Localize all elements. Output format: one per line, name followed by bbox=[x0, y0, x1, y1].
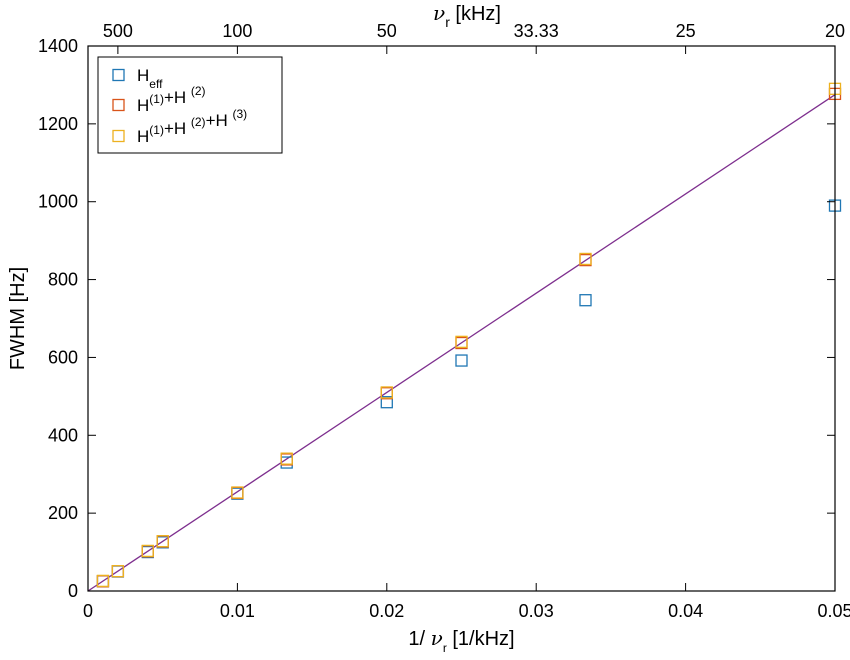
x2-tick-label: 50 bbox=[377, 21, 397, 41]
x2-tick-label: 100 bbox=[222, 21, 252, 41]
y-tick-label: 200 bbox=[48, 503, 78, 523]
x-tick-label: 0.04 bbox=[668, 601, 703, 621]
x-axis-label-suffix: [1/kHz] bbox=[447, 628, 515, 650]
x2-tick-label: 20 bbox=[825, 21, 845, 41]
data-point bbox=[380, 396, 393, 409]
x2-axis-label-suffix: [kHz] bbox=[450, 3, 501, 25]
series-3 bbox=[96, 82, 842, 588]
legend-label-part: (2) bbox=[191, 84, 206, 98]
x-tick-label: 0.01 bbox=[220, 601, 255, 621]
marker-layer bbox=[96, 82, 842, 588]
legend-label: H(1)+H (2) bbox=[137, 84, 206, 115]
y-tick-label: 0 bbox=[68, 581, 78, 601]
y-tick-label: 600 bbox=[48, 347, 78, 367]
y-axis-label: FWHM [Hz] bbox=[7, 267, 29, 370]
y-tick-label: 1000 bbox=[38, 192, 78, 212]
data-point bbox=[156, 535, 169, 548]
x-axis-label-symbol: ν bbox=[431, 626, 443, 650]
legend-label-part: (3) bbox=[233, 107, 248, 121]
legend-label-part: eff bbox=[149, 77, 163, 91]
fit-line bbox=[87, 94, 836, 592]
legend-label-part: H bbox=[137, 66, 149, 85]
legend-box bbox=[97, 56, 283, 154]
legend-marker bbox=[112, 68, 125, 82]
x2-tick-label: 25 bbox=[676, 21, 696, 41]
x-axis-label-sub: r bbox=[443, 641, 447, 655]
y-tick-label: 1400 bbox=[38, 36, 78, 56]
legend-label: Heff bbox=[137, 66, 163, 91]
legend-label-part: (1) bbox=[149, 123, 164, 137]
x2-tick-label: 500 bbox=[103, 21, 133, 41]
legend-label-part: +H bbox=[206, 111, 233, 130]
y-tick-label: 1200 bbox=[38, 114, 78, 134]
data-point bbox=[111, 564, 125, 578]
y-tick-label: 400 bbox=[48, 425, 78, 445]
legend-marker bbox=[112, 98, 125, 112]
plot-frame bbox=[87, 45, 836, 592]
data-point bbox=[579, 294, 592, 307]
y-tick-label: 800 bbox=[48, 270, 78, 290]
legend-label-part: +H bbox=[164, 88, 191, 107]
x2-axis-label-symbol: ν bbox=[433, 1, 445, 25]
data-point bbox=[280, 452, 293, 465]
data-point bbox=[231, 486, 244, 499]
data-point bbox=[455, 335, 468, 349]
legend-label-part: (1) bbox=[149, 92, 164, 106]
x-tick-label: 0.02 bbox=[369, 601, 404, 621]
data-point bbox=[380, 386, 393, 399]
x-tick-label: 0 bbox=[83, 601, 93, 621]
x-tick-label: 0.05 bbox=[817, 601, 850, 621]
axis-label-layer: 1/ νr [1/kHz]νr [kHz]FWHM [Hz] bbox=[7, 1, 515, 655]
x-axis-label-prefix: 1/ bbox=[408, 628, 430, 650]
x2-tick-label: 33.33 bbox=[514, 21, 559, 41]
legend-label-part: H bbox=[137, 96, 149, 115]
data-point bbox=[141, 544, 154, 558]
data-point bbox=[96, 574, 110, 588]
x-tick-label: 0.03 bbox=[519, 601, 554, 621]
legend-label: H(1)+H (2)+H (3) bbox=[137, 107, 247, 146]
x2-axis-label-sub: r bbox=[445, 14, 450, 30]
x2-axis-label: νr [kHz] bbox=[433, 1, 501, 30]
legend-marker bbox=[112, 129, 125, 143]
legend-label-part: +H bbox=[164, 119, 191, 138]
legend-label-part: H bbox=[137, 127, 149, 146]
data-point bbox=[579, 252, 592, 266]
legend-label-part: (2) bbox=[191, 115, 206, 129]
fit-line-layer bbox=[87, 94, 836, 592]
series-1 bbox=[96, 199, 842, 588]
data-point bbox=[455, 354, 468, 367]
x-axis-label: 1/ νr [1/kHz] bbox=[408, 626, 514, 655]
